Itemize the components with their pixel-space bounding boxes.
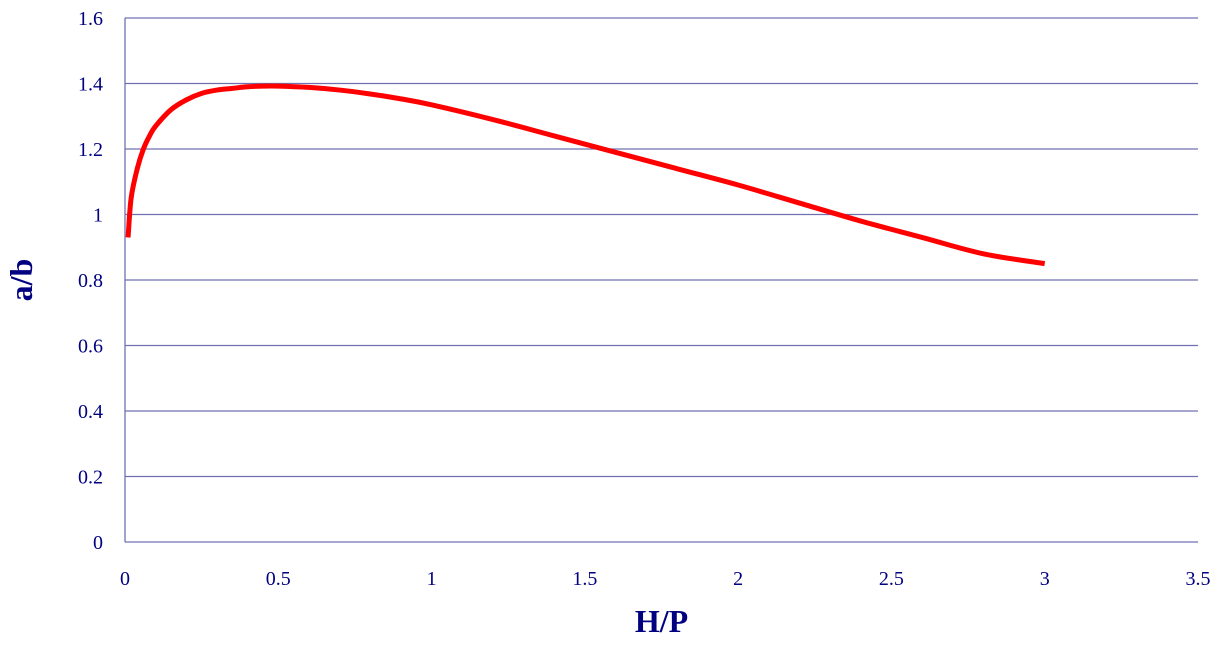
x-tick-label: 0 xyxy=(120,568,130,590)
x-tick-label: 1.5 xyxy=(572,568,597,590)
series-layer xyxy=(125,83,1046,267)
gridlines xyxy=(125,17,1198,478)
y-tick-label: 0.8 xyxy=(78,270,103,292)
axes xyxy=(124,18,1198,543)
x-tick-label: 2.5 xyxy=(879,568,904,590)
x-tick-label: 0.5 xyxy=(266,568,291,590)
x-axis-title: H/P xyxy=(635,603,688,639)
y-tick-label: 1.4 xyxy=(78,74,103,96)
x-tick-label: 2 xyxy=(733,568,743,590)
tick-labels: 0 0.2 0.4 0.6 0.8 1 1.2 1.4 1.6 0 0.5 1 1.5 2 2.5 3 3.5 xyxy=(78,8,1211,590)
y-tick-label: 1 xyxy=(93,205,103,227)
y-axis-title: a/b xyxy=(3,259,39,302)
y-tick-label: 1.2 xyxy=(78,139,103,161)
x-tick-label: 3.5 xyxy=(1186,568,1211,590)
y-tick-label: 1.6 xyxy=(78,8,103,30)
series-line xyxy=(125,83,1046,267)
x-tick-label: 1 xyxy=(427,568,437,590)
y-tick-label: 0.2 xyxy=(78,467,103,489)
y-tick-label: 0 xyxy=(93,532,103,554)
x-tick-label: 3 xyxy=(1040,568,1050,590)
y-tick-label: 0.6 xyxy=(78,336,103,358)
y-tick-label: 0.4 xyxy=(78,401,103,423)
